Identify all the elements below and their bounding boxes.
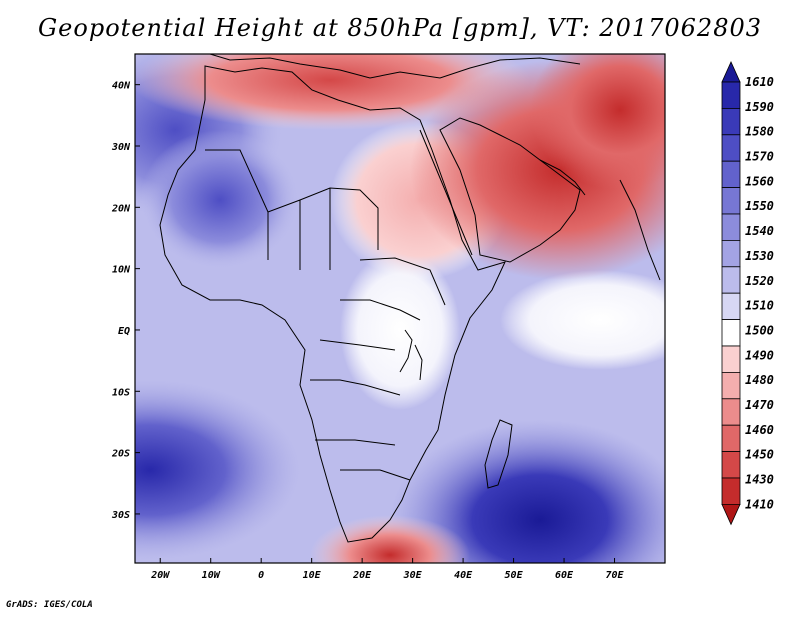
- colorbar-swatch: [721, 266, 741, 294]
- colorbar-swatch: [721, 239, 741, 268]
- lat-tick-label: 10S: [112, 387, 130, 398]
- height-field: [135, 54, 665, 563]
- lat-tick-label: EQ: [118, 326, 130, 337]
- colorbar-bottom-arrow: [721, 503, 741, 526]
- lon-tick-label: 60E: [555, 570, 574, 581]
- colorbar-swatch: [721, 477, 741, 505]
- lat-tick-label: 10N: [112, 265, 131, 276]
- colorbar-label: 1530: [745, 249, 774, 263]
- colorbar-swatch: [721, 398, 741, 426]
- latitude-axis: 40N 30N 20N 10N EQ 10S 20S 30S: [111, 81, 140, 521]
- colorbar-swatch: [721, 134, 741, 162]
- colorbar-swatch: [721, 451, 741, 479]
- colorbar-swatch: [721, 292, 741, 321]
- colorbar-label: 1460: [745, 423, 774, 437]
- colorbar-label: 1470: [745, 398, 774, 412]
- arabia-coastline: [439, 117, 581, 263]
- lon-tick-label: 20W: [150, 570, 170, 581]
- colorbar-label: 1510: [745, 299, 774, 313]
- field-east-africa-white: [340, 250, 460, 410]
- coastlines: [159, 54, 661, 543]
- colorbar-swatch: [721, 160, 741, 188]
- colorbar-label: 1450: [745, 448, 774, 462]
- colorbar-label: 1580: [745, 125, 774, 139]
- field-iran-low: [530, 54, 665, 190]
- lon-tick-label: 20E: [352, 570, 372, 581]
- field-south-indian-high: [390, 420, 665, 563]
- lat-tick-label: 30S: [111, 510, 130, 521]
- plot-frame: [134, 53, 666, 564]
- africa-coastline: [159, 65, 506, 543]
- colorbar-swatch: [721, 424, 741, 453]
- madagascar: [484, 419, 513, 489]
- colorbar-label: 1480: [745, 373, 774, 387]
- sahara-borders: [205, 149, 379, 270]
- colorbar-swatch: [721, 319, 741, 347]
- colorbar-swatch: [721, 213, 741, 241]
- field-south-atlantic-high: [135, 380, 300, 560]
- colorbar-swatch: [721, 187, 741, 215]
- colorbar-label: 1500: [745, 323, 774, 337]
- colorbar-label: 1610: [745, 75, 774, 89]
- europe-coast: [209, 54, 581, 79]
- colorbar-swatch: [721, 371, 741, 400]
- lon-tick-label: 30E: [403, 570, 423, 581]
- longitude-axis: 20W 10W 0 10E 20E 30E 40E 50E 60E 70E: [150, 558, 625, 581]
- lon-tick-label: 50E: [505, 570, 524, 581]
- persian-gulf: [539, 159, 586, 196]
- lon-tick-label: 0: [258, 570, 264, 581]
- great-lakes: [399, 329, 423, 381]
- colorbar-label: 1410: [745, 497, 774, 511]
- colorbar-label: 1490: [745, 348, 774, 362]
- lat-tick-label: 30N: [111, 142, 131, 153]
- colorbar-label: 1590: [745, 100, 774, 114]
- lat-tick-label: 20S: [111, 449, 130, 460]
- colorbar-top-arrow: [721, 61, 741, 83]
- colorbar-label: 1430: [745, 473, 774, 487]
- colorbar-label: 1560: [745, 174, 774, 188]
- lon-tick-label: 10W: [202, 570, 221, 581]
- grads-credit: GrADS: IGES/COLA: [6, 600, 93, 610]
- field-west-africa: [140, 130, 300, 270]
- colorbar-label: 1570: [745, 150, 774, 164]
- field-mediterranean: [135, 54, 530, 130]
- india-coastline: [619, 179, 661, 281]
- colorbar-swatch: [721, 345, 741, 373]
- field-south-africa-low: [310, 515, 470, 563]
- colorbar-label: 1540: [745, 224, 774, 238]
- colorbar-swatch: [721, 81, 741, 109]
- colorbar: 1610 1590 1580 1570 1560 1550 1540 1530 1520 1510…: [721, 61, 774, 526]
- map-title: Geopotential Height at 850hPa [gpm], VT:…: [38, 14, 762, 42]
- lat-tick-label: 20N: [111, 203, 131, 214]
- field-arabian-sea-white: [500, 270, 665, 370]
- lat-tick-label: 40N: [112, 81, 131, 92]
- colorbar-label: 1550: [745, 199, 774, 213]
- lon-tick-label: 70E: [605, 570, 624, 581]
- central-borders: [310, 257, 446, 481]
- lon-tick-label: 10E: [303, 570, 322, 581]
- colorbar-swatch: [721, 108, 741, 136]
- red-sea-line: [419, 129, 473, 256]
- lon-tick-label: 40E: [454, 570, 473, 581]
- colorbar-label: 1520: [745, 274, 774, 288]
